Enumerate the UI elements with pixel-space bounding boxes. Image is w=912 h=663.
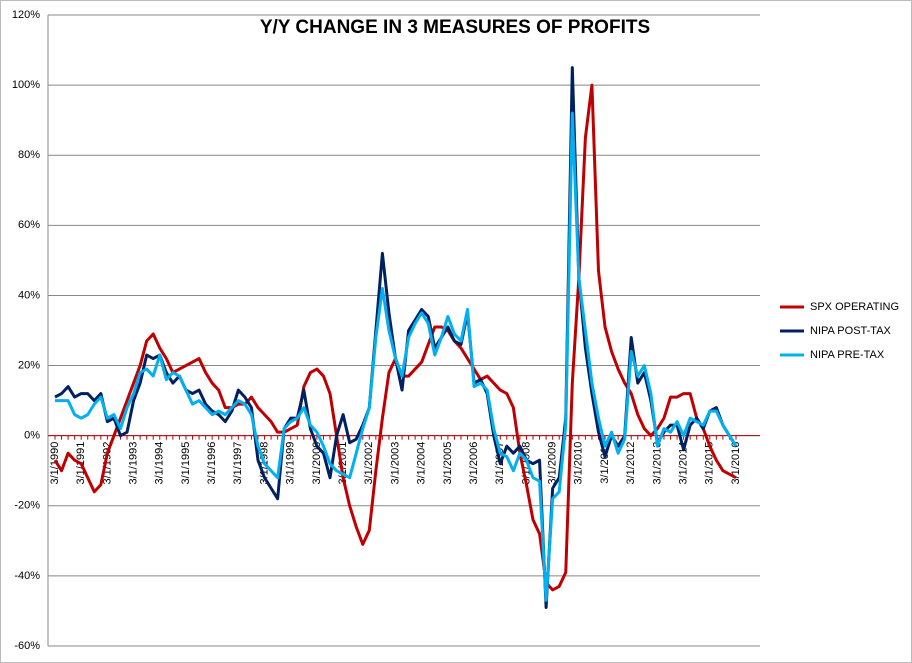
y-tick-label: 60% — [18, 219, 40, 231]
y-tick-label: -60% — [14, 640, 40, 652]
x-tick-label: 3/1/1990 — [49, 442, 61, 485]
y-tick-label: 20% — [18, 359, 40, 371]
x-tick-label: 3/1/1994 — [154, 442, 166, 485]
x-tick-label: 3/1/2012 — [625, 442, 637, 485]
chart-title: Y/Y CHANGE IN 3 MEASURES OF PROFITS — [260, 17, 650, 38]
x-tick-label: 3/1/2016 — [730, 442, 742, 485]
series-line — [55, 111, 738, 602]
x-tick-label: 3/1/2014 — [678, 442, 690, 485]
legend-label: NIPA POST-TAX — [810, 325, 892, 337]
x-tick-label: 3/1/1999 — [285, 442, 297, 485]
x-tick-label: 3/1/2009 — [547, 442, 559, 485]
x-tick-label: 3/1/1995 — [180, 442, 192, 485]
x-tick-label: 3/1/1997 — [232, 442, 244, 485]
x-tick-label: 3/1/2000 — [311, 442, 323, 485]
y-tick-label: 0% — [24, 430, 40, 442]
y-tick-label: -20% — [14, 500, 40, 512]
x-tick-label: 3/1/2013 — [651, 442, 663, 485]
y-tick-label: 120% — [12, 9, 40, 21]
y-tick-label: 100% — [12, 79, 40, 91]
legend-label: SPX OPERATING — [810, 301, 899, 313]
x-tick-label: 3/1/2006 — [468, 442, 480, 485]
x-tick-label: 3/1/2003 — [389, 442, 401, 485]
x-tick-label: 3/1/1993 — [127, 442, 139, 485]
y-tick-label: 80% — [18, 149, 40, 161]
x-tick-label: 3/1/2004 — [416, 442, 428, 485]
legend-label: NIPA PRE-TAX — [810, 349, 885, 361]
y-tick-label: 40% — [18, 289, 40, 301]
x-tick-label: 3/1/2005 — [442, 442, 454, 485]
y-tick-label: -40% — [14, 570, 40, 582]
x-tick-label: 3/1/1996 — [206, 442, 218, 485]
x-tick-label: 3/1/2002 — [363, 442, 375, 485]
x-tick-label: 3/1/2010 — [573, 442, 585, 485]
